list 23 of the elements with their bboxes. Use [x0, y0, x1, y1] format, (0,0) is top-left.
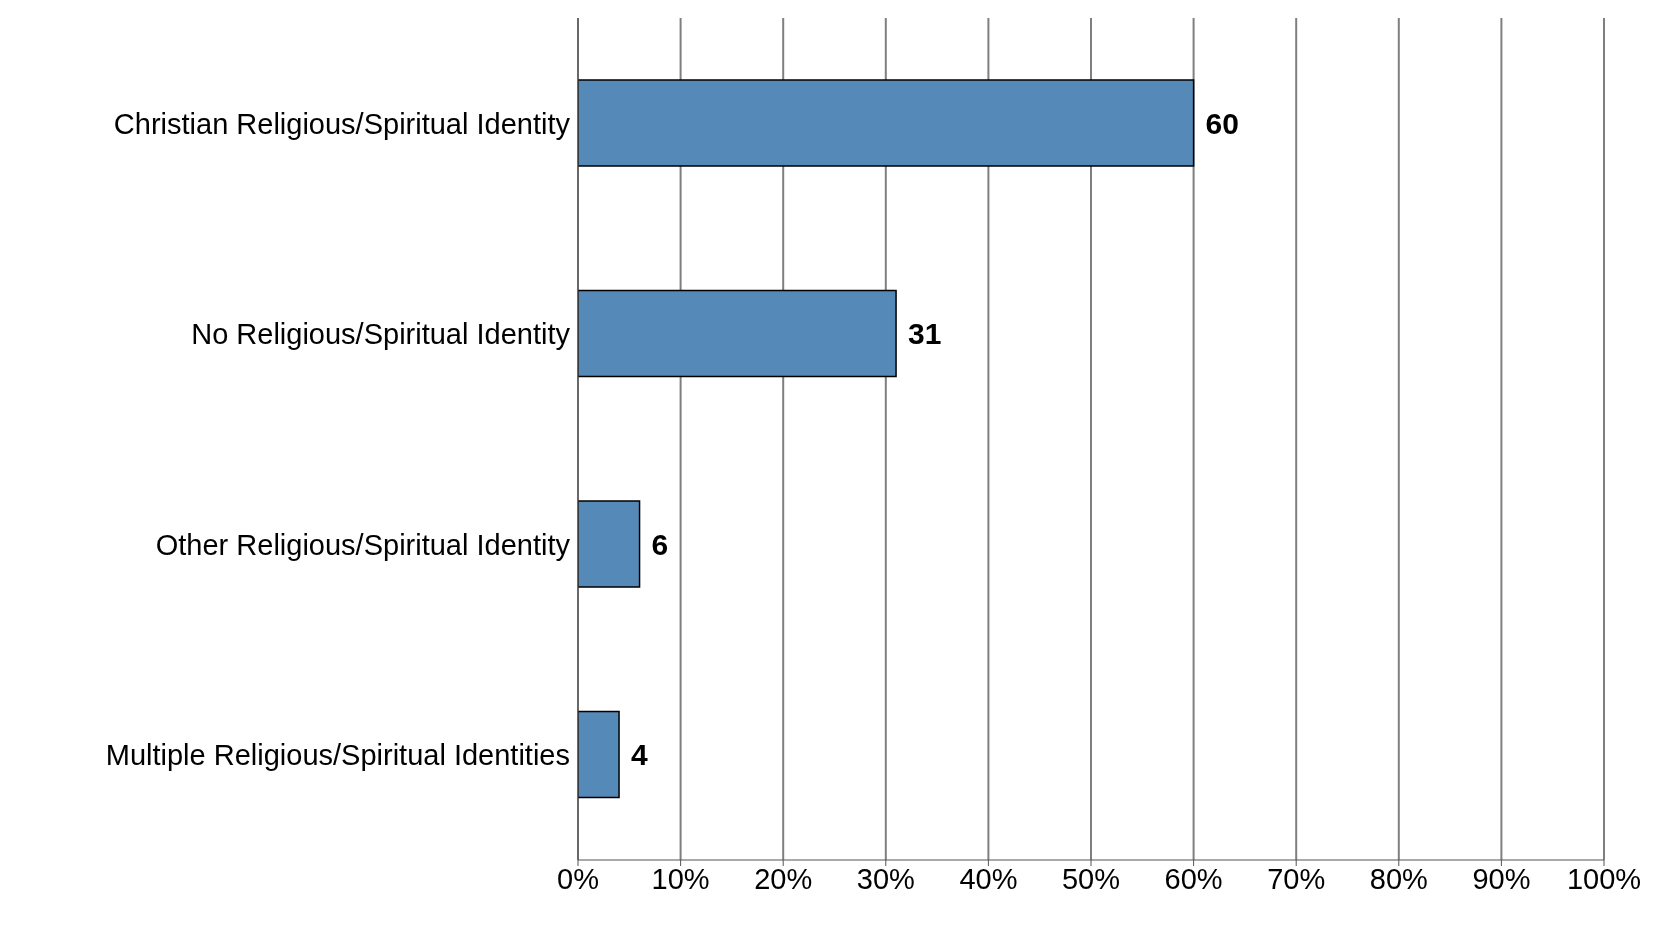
data-label: 31 — [908, 317, 942, 351]
x-tick-label: 0% — [557, 862, 599, 895]
x-tick-label: 90% — [1472, 862, 1531, 895]
bar — [578, 289, 897, 378]
bar — [578, 500, 641, 588]
data-label: 6 — [651, 527, 669, 561]
y-tick-label: No Religious/Spiritual Identity — [191, 318, 571, 351]
data-label: 4 — [631, 738, 649, 772]
y-tick-label: Christian Religious/Spiritual Identity — [113, 107, 571, 140]
y-tick-label: Other Religious/Spiritual Identity — [155, 528, 571, 561]
x-tick-label: 70% — [1267, 862, 1326, 895]
data-label: 60 — [1205, 106, 1239, 140]
x-tick-label: 30% — [856, 862, 915, 895]
y-tick-label: Multiple Religious/Spiritual Identities — [105, 739, 570, 772]
bar — [578, 79, 1195, 167]
bar — [578, 710, 620, 799]
x-tick-label: 20% — [754, 862, 813, 895]
x-tick-label: 80% — [1369, 862, 1428, 895]
x-tick-label: 60% — [1164, 862, 1223, 895]
x-tick-label: 50% — [1061, 862, 1121, 895]
x-tick-label: 10% — [651, 862, 710, 895]
x-tick-label: 40% — [959, 862, 1018, 895]
x-tick-label: 100% — [1566, 862, 1642, 895]
